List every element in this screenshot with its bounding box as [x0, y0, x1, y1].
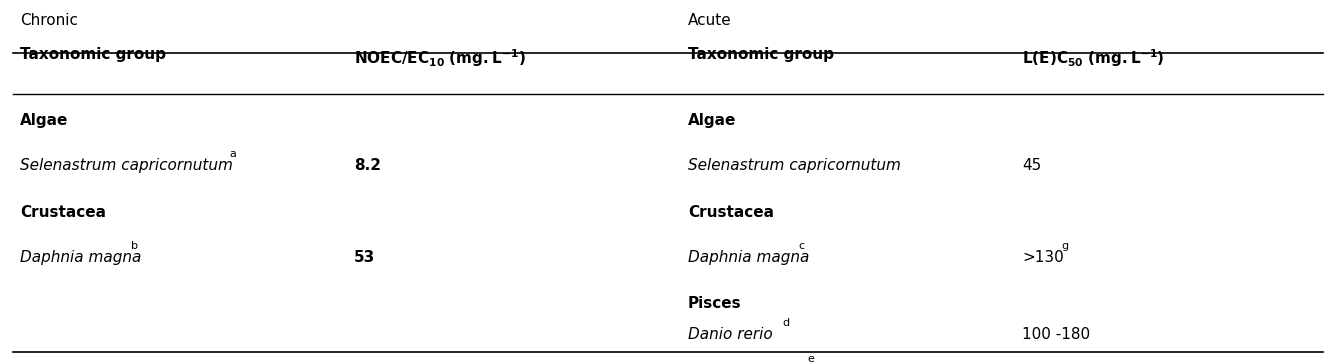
Text: g: g [1062, 241, 1069, 252]
Text: Taxonomic group: Taxonomic group [688, 47, 834, 62]
Text: Pisces: Pisces [688, 296, 741, 311]
Text: Algae: Algae [688, 113, 736, 127]
Text: Selenastrum capricornutum: Selenastrum capricornutum [20, 158, 232, 173]
Text: Selenastrum capricornutum: Selenastrum capricornutum [688, 158, 900, 173]
Text: Acute: Acute [688, 13, 732, 28]
Text: a: a [230, 149, 236, 159]
Text: 100 -180: 100 -180 [1022, 327, 1090, 342]
Text: Chronic: Chronic [20, 13, 77, 28]
Text: Danio rerio: Danio rerio [688, 327, 772, 342]
Text: Daphnia magna: Daphnia magna [20, 250, 142, 265]
Text: 53: 53 [354, 250, 375, 265]
Text: Daphnia magna: Daphnia magna [688, 250, 810, 265]
Text: $\mathbf{NOEC/EC_{10}\ (mg.L^{-1})}$: $\mathbf{NOEC/EC_{10}\ (mg.L^{-1})}$ [354, 47, 526, 69]
Text: Algae: Algae [20, 113, 68, 127]
Text: e: e [807, 354, 814, 363]
Text: Crustacea: Crustacea [20, 205, 106, 220]
Text: Crustacea: Crustacea [688, 205, 774, 220]
Text: 45: 45 [1022, 158, 1041, 173]
Text: 8.2: 8.2 [354, 158, 381, 173]
Text: b: b [131, 241, 138, 252]
Text: d: d [783, 318, 790, 328]
Text: >130: >130 [1022, 250, 1063, 265]
Text: $\mathbf{L(E)C_{50}\ (mg.L^{-1})}$: $\mathbf{L(E)C_{50}\ (mg.L^{-1})}$ [1022, 47, 1165, 69]
Text: Taxonomic group: Taxonomic group [20, 47, 166, 62]
Text: c: c [799, 241, 806, 252]
